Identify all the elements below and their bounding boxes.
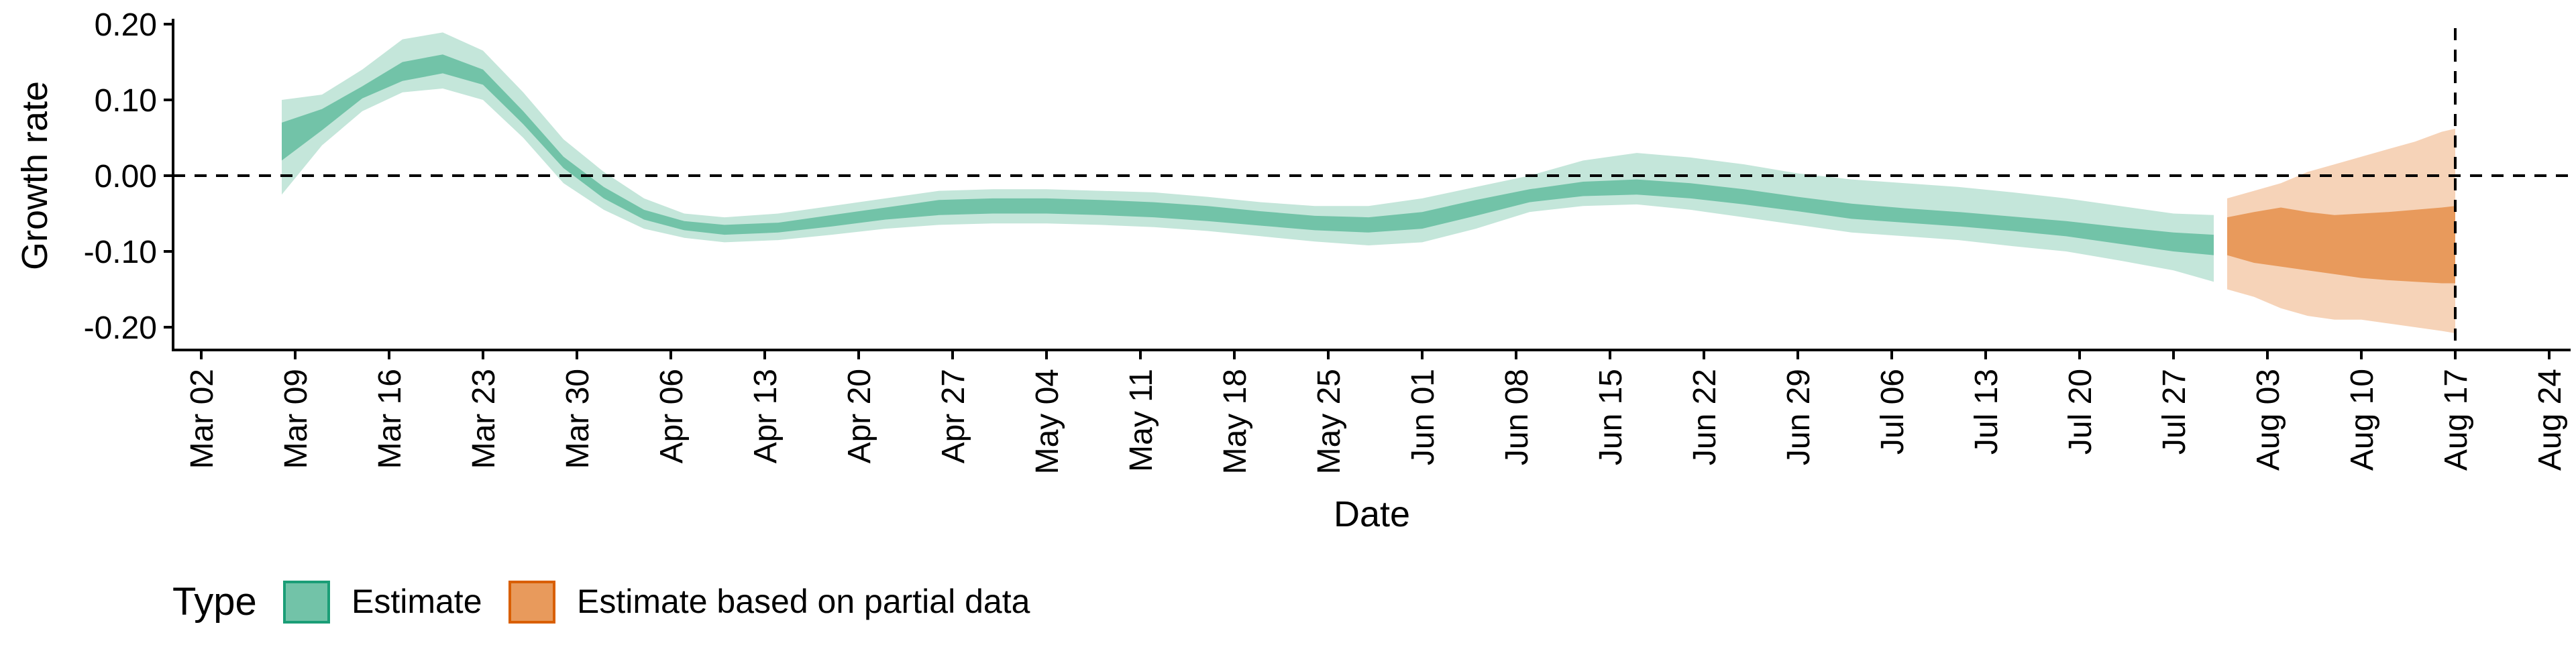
partial-data-band-50 bbox=[2227, 206, 2455, 284]
x-tick-label: Jul 13 bbox=[1969, 369, 2004, 455]
x-tick-label: Mar 02 bbox=[184, 369, 220, 469]
y-tick-label: -0.10 bbox=[84, 235, 157, 270]
x-tick-label: Apr 27 bbox=[936, 369, 971, 463]
x-tick-label: Jun 29 bbox=[1781, 369, 1817, 465]
x-tick-label: May 04 bbox=[1030, 369, 1065, 474]
estimate-band-50 bbox=[282, 54, 2214, 255]
legend-key-partial-data bbox=[508, 581, 555, 624]
x-tick-label: Mar 09 bbox=[278, 369, 314, 469]
legend-key-estimate bbox=[283, 581, 330, 624]
x-tick-label: Apr 06 bbox=[654, 369, 690, 463]
reference-lines bbox=[173, 28, 2571, 350]
x-tick-label: Jun 15 bbox=[1593, 369, 1629, 465]
estimate-band-90 bbox=[282, 32, 2214, 282]
y-tick-label: 0.20 bbox=[95, 7, 157, 43]
x-tick-label: May 18 bbox=[1218, 369, 1253, 474]
bands-layer bbox=[282, 32, 2455, 333]
x-tick-label: Apr 20 bbox=[842, 369, 877, 463]
x-tick-label: Jun 08 bbox=[1499, 369, 1535, 465]
x-tick-label: Jul 27 bbox=[2157, 369, 2192, 455]
x-tick-label: Aug 17 bbox=[2438, 369, 2474, 471]
x-tick-label: Aug 24 bbox=[2532, 369, 2568, 471]
x-tick-label: Jun 01 bbox=[1405, 369, 1441, 465]
legend-label-partial-data: Estimate based on partial data bbox=[577, 583, 1030, 620]
axes: 0.20 0.10 0.00 -0.10 -0.20 Mar 02 Mar 09 Mar 16… bbox=[84, 7, 2571, 474]
x-tick-label: Mar 23 bbox=[466, 369, 502, 469]
y-tick-label: 0.00 bbox=[95, 159, 157, 194]
x-tick-label: Jun 22 bbox=[1687, 369, 1723, 465]
x-tick-label: Mar 16 bbox=[372, 369, 408, 469]
x-tick-label: Aug 03 bbox=[2251, 369, 2286, 471]
x-tick-label: Apr 13 bbox=[748, 369, 784, 463]
x-tick-label: Mar 30 bbox=[560, 369, 596, 469]
x-axis-title: Date bbox=[1334, 494, 1410, 534]
y-tick-label: 0.10 bbox=[95, 83, 157, 119]
x-tick-label: May 25 bbox=[1311, 369, 1347, 474]
x-tick-label: Jul 20 bbox=[2063, 369, 2098, 455]
legend-title: Type bbox=[172, 580, 257, 624]
y-axis-title: Growth rate bbox=[15, 81, 55, 270]
x-tick-label: Aug 10 bbox=[2345, 369, 2380, 471]
legend: Type Estimate Estimate based on partial d… bbox=[172, 580, 1030, 624]
x-tick-label: May 11 bbox=[1124, 369, 1159, 472]
legend-label-estimate: Estimate bbox=[352, 583, 482, 620]
y-tick-label: -0.20 bbox=[84, 310, 157, 346]
x-tick-label: Jul 06 bbox=[1875, 369, 1911, 455]
